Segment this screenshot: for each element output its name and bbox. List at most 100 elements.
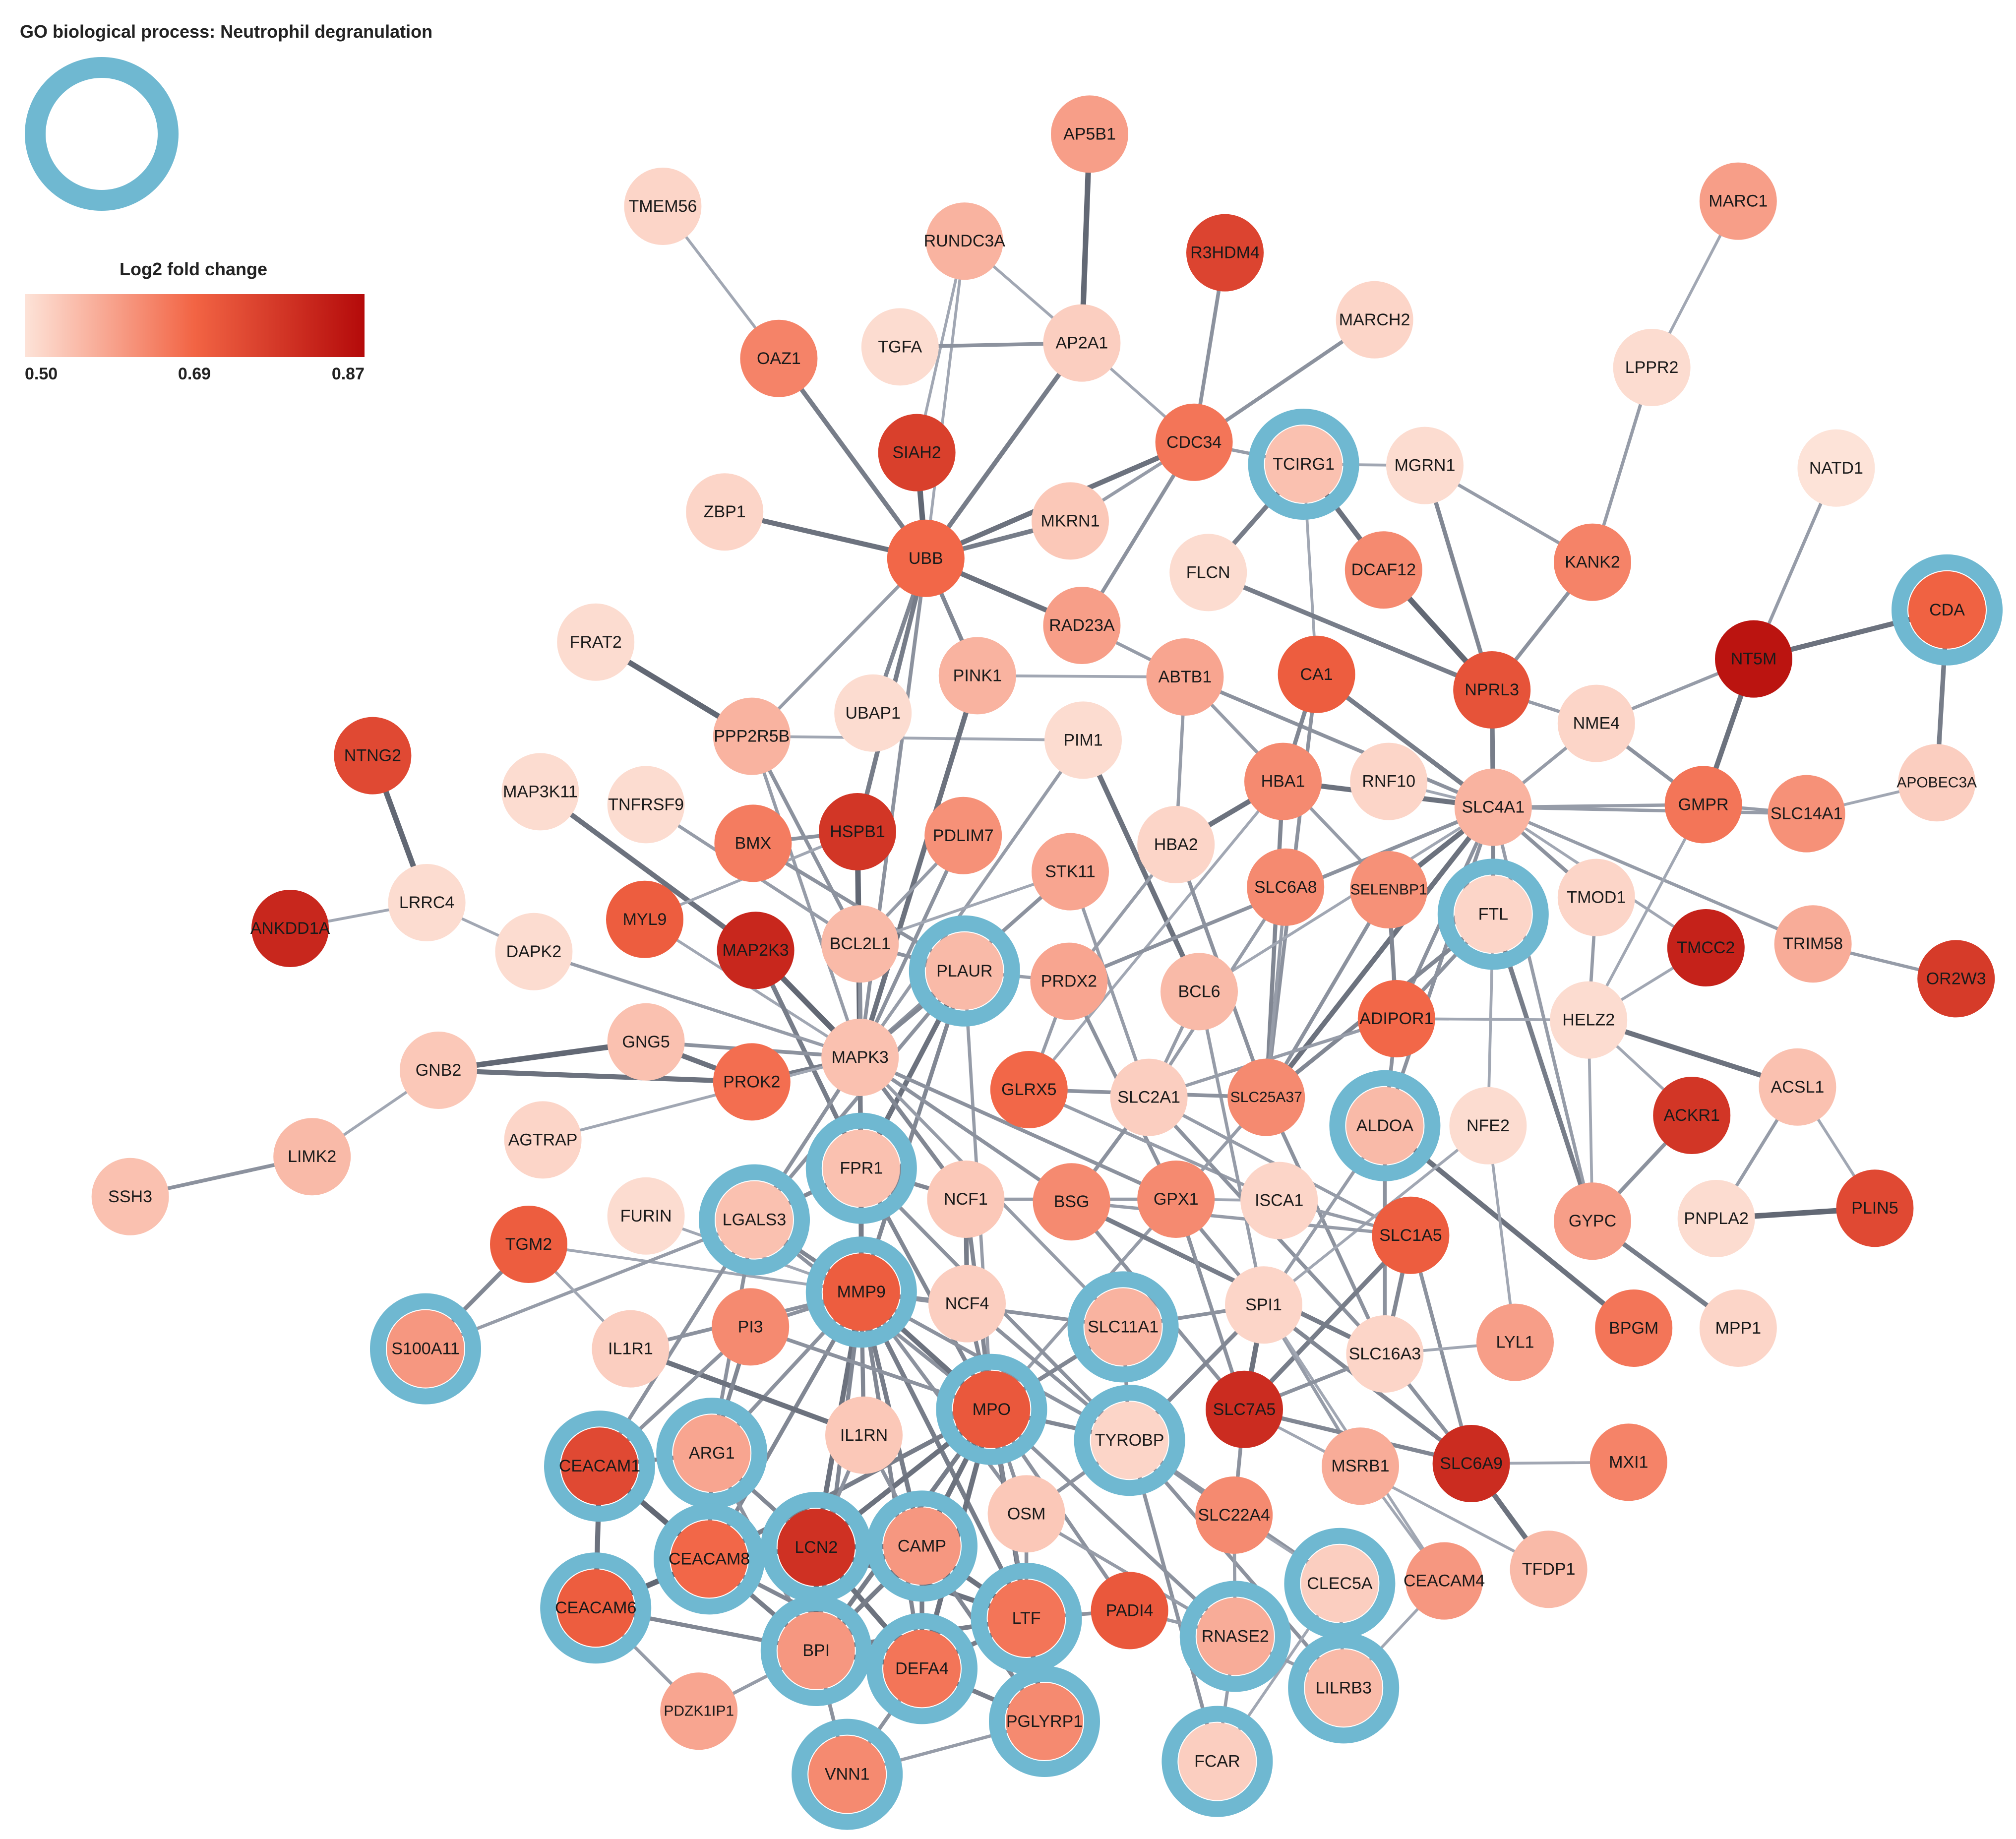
- node-zbp1[interactable]: ZBP1: [686, 473, 764, 551]
- node-ssh3[interactable]: SSH3: [91, 1158, 169, 1235]
- node-gmpr[interactable]: GMPR: [1664, 766, 1742, 844]
- node-prdx2[interactable]: PRDX2: [1030, 942, 1108, 1020]
- node-oaz1[interactable]: OAZ1: [740, 319, 818, 397]
- node-lilrb3[interactable]: LILRB3: [1288, 1632, 1400, 1744]
- node-frat2[interactable]: FRAT2: [557, 603, 635, 681]
- node-osm[interactable]: OSM: [987, 1475, 1065, 1553]
- node-ap2a1[interactable]: AP2A1: [1043, 304, 1121, 382]
- node-adipor1[interactable]: ADIPOR1: [1357, 980, 1435, 1057]
- node-bcl6[interactable]: BCL6: [1161, 953, 1238, 1031]
- node-pi3[interactable]: PI3: [712, 1288, 790, 1366]
- node-slc11a1[interactable]: SLC11A1: [1067, 1271, 1179, 1383]
- node-tyrobp[interactable]: TYROBP: [1074, 1385, 1185, 1496]
- node-mgrn1[interactable]: MGRN1: [1386, 427, 1464, 504]
- node-fcar[interactable]: FCAR: [1161, 1706, 1273, 1817]
- node-bpi[interactable]: BPI: [760, 1595, 872, 1706]
- node-nfe2[interactable]: NFE2: [1449, 1087, 1527, 1165]
- node-apobec3a[interactable]: APOBEC3A: [1896, 744, 1977, 822]
- node-fpr1[interactable]: FPR1: [805, 1112, 917, 1224]
- node-spi1[interactable]: SPI1: [1225, 1266, 1302, 1344]
- node-gnb2[interactable]: GNB2: [400, 1032, 477, 1109]
- node-plin5[interactable]: PLIN5: [1836, 1169, 1914, 1247]
- node-pnpla2[interactable]: PNPLA2: [1677, 1180, 1755, 1257]
- node-rad23a[interactable]: RAD23A: [1043, 587, 1121, 664]
- node-tmod1[interactable]: TMOD1: [1557, 858, 1635, 936]
- node-ntng2[interactable]: NTNG2: [334, 717, 412, 795]
- node-il1rn[interactable]: IL1RN: [825, 1396, 903, 1474]
- node-vnn1[interactable]: VNN1: [792, 1718, 903, 1830]
- node-pglyrp1[interactable]: PGLYRP1: [989, 1666, 1100, 1777]
- node-ackr1[interactable]: ACKR1: [1653, 1077, 1731, 1154]
- node-lgals3[interactable]: LGALS3: [699, 1164, 810, 1276]
- node-slc22a4[interactable]: SLC22A4: [1195, 1476, 1273, 1554]
- node-dapk2[interactable]: DAPK2: [495, 913, 573, 990]
- node-clec5a[interactable]: CLEC5A: [1284, 1528, 1396, 1639]
- node-nt5m[interactable]: NT5M: [1715, 620, 1792, 698]
- node-stk11[interactable]: STK11: [1032, 833, 1109, 911]
- node-slc1a5[interactable]: SLC1A5: [1372, 1196, 1450, 1274]
- node-nprl3[interactable]: NPRL3: [1453, 651, 1531, 729]
- node-glrx5[interactable]: GLRX5: [990, 1051, 1068, 1128]
- node-ubb[interactable]: UBB: [887, 519, 965, 597]
- node-mxi1[interactable]: MXI1: [1589, 1423, 1667, 1501]
- node-mkrn1[interactable]: MKRN1: [1032, 482, 1109, 560]
- node-hba2[interactable]: HBA2: [1137, 806, 1215, 883]
- node-il1r1[interactable]: IL1R1: [592, 1310, 670, 1388]
- node-pim1[interactable]: PIM1: [1044, 701, 1122, 779]
- node-flcn[interactable]: FLCN: [1169, 534, 1247, 612]
- node-gypc[interactable]: GYPC: [1554, 1182, 1631, 1260]
- node-siah2[interactable]: SIAH2: [878, 414, 956, 491]
- node-pdzk1ip1[interactable]: PDZK1IP1: [660, 1672, 738, 1750]
- node-tgfa[interactable]: TGFA: [861, 308, 939, 386]
- node-s100a11[interactable]: S100A11: [370, 1293, 481, 1405]
- node-plaur[interactable]: PLAUR: [909, 915, 1020, 1027]
- node-gng5[interactable]: GNG5: [607, 1003, 685, 1081]
- node-nme4[interactable]: NME4: [1557, 684, 1635, 762]
- node-rnf10[interactable]: RNF10: [1350, 742, 1428, 820]
- node-tnfrsf9[interactable]: TNFRSF9: [607, 766, 685, 844]
- node-trim58[interactable]: TRIM58: [1774, 905, 1852, 983]
- node-mmp9[interactable]: MMP9: [805, 1236, 917, 1348]
- node-slc16a3[interactable]: SLC16A3: [1346, 1315, 1424, 1393]
- node-mapk3[interactable]: MAPK3: [821, 1019, 899, 1096]
- node-slc7a5[interactable]: SLC7A5: [1206, 1370, 1283, 1448]
- node-slc2a1[interactable]: SLC2A1: [1110, 1058, 1188, 1136]
- node-tcirg1[interactable]: TCIRG1: [1248, 409, 1359, 520]
- node-ceacam4[interactable]: CEACAM4: [1404, 1542, 1485, 1620]
- node-helz2[interactable]: HELZ2: [1550, 981, 1628, 1059]
- node-hspb1[interactable]: HSPB1: [819, 793, 896, 870]
- node-march2[interactable]: MARCH2: [1336, 281, 1413, 359]
- node-slc6a9[interactable]: SLC6A9: [1432, 1425, 1510, 1502]
- node-slc14a1[interactable]: SLC14A1: [1768, 775, 1845, 853]
- node-ppp2r5b[interactable]: PPP2R5B: [713, 697, 791, 775]
- node-ceacam8[interactable]: CEACAM8: [654, 1503, 765, 1615]
- node-prok2[interactable]: PROK2: [713, 1043, 791, 1121]
- node-ubap1[interactable]: UBAP1: [834, 674, 912, 752]
- node-limk2[interactable]: LIMK2: [273, 1118, 351, 1196]
- node-padi4[interactable]: PADI4: [1091, 1572, 1168, 1650]
- node-rundc3a[interactable]: RUNDC3A: [924, 202, 1006, 280]
- node-bmx[interactable]: BMX: [714, 804, 792, 882]
- node-selenbp1[interactable]: SELENBP1: [1350, 851, 1428, 928]
- node-lyl1[interactable]: LYL1: [1476, 1303, 1554, 1381]
- node-pink1[interactable]: PINK1: [938, 637, 1016, 715]
- node-natd1[interactable]: NATD1: [1797, 429, 1875, 507]
- node-slc6a8[interactable]: SLC6A8: [1247, 848, 1325, 926]
- node-furin[interactable]: FURIN: [607, 1177, 685, 1255]
- node-bsg[interactable]: BSG: [1033, 1163, 1110, 1241]
- node-ap5b1[interactable]: AP5B1: [1051, 95, 1128, 173]
- node-ca1[interactable]: CA1: [1278, 635, 1355, 713]
- node-lcn2[interactable]: LCN2: [760, 1492, 872, 1603]
- node-gpx1[interactable]: GPX1: [1137, 1161, 1215, 1238]
- node-arg1[interactable]: ARG1: [656, 1398, 768, 1509]
- node-kank2[interactable]: KANK2: [1554, 523, 1631, 601]
- node-defa4[interactable]: DEFA4: [866, 1613, 977, 1724]
- node-tmcc2[interactable]: TMCC2: [1667, 909, 1745, 986]
- node-cda[interactable]: CDA: [1892, 554, 2003, 666]
- node-ceacam6[interactable]: CEACAM6: [540, 1552, 652, 1664]
- node-tfdp1[interactable]: TFDP1: [1510, 1531, 1588, 1608]
- node-hba1[interactable]: HBA1: [1244, 742, 1322, 820]
- node-lrrc4[interactable]: LRRC4: [388, 864, 466, 941]
- node-ncf1[interactable]: NCF1: [927, 1161, 1005, 1238]
- node-myl9[interactable]: MYL9: [606, 880, 683, 958]
